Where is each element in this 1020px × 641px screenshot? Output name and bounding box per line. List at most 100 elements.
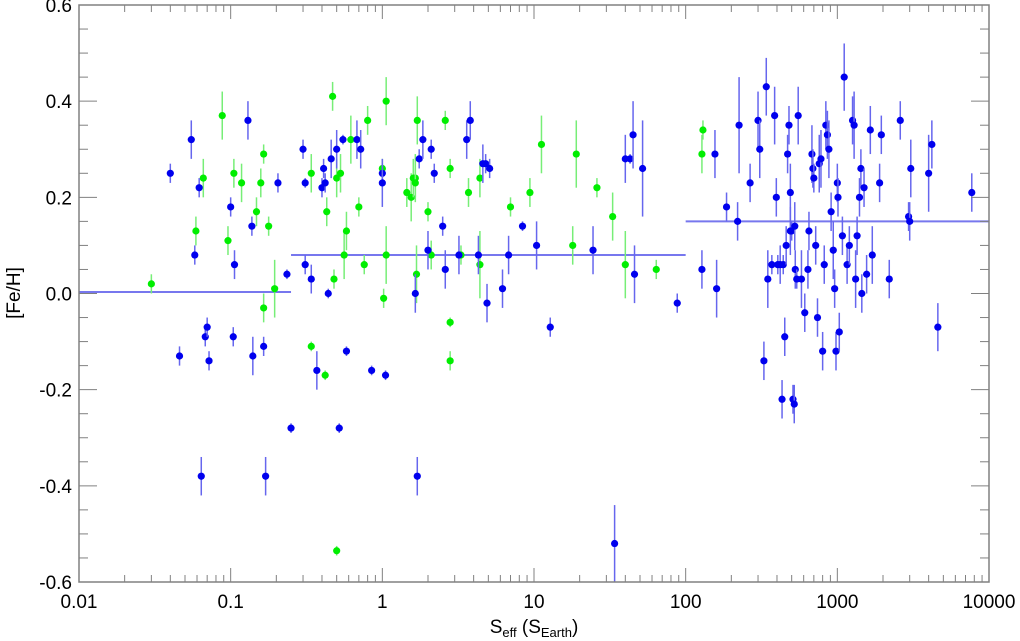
data-point bbox=[722, 203, 731, 211]
data-point bbox=[804, 265, 812, 274]
data-point bbox=[518, 222, 527, 230]
data-point bbox=[430, 169, 438, 177]
data-point bbox=[630, 270, 639, 278]
data-point bbox=[868, 251, 876, 259]
data-point bbox=[411, 179, 419, 187]
data-point bbox=[333, 174, 341, 182]
data-point bbox=[199, 174, 207, 182]
data-point bbox=[380, 294, 388, 302]
data-point bbox=[698, 265, 706, 274]
data-point bbox=[413, 116, 421, 124]
data-point bbox=[197, 472, 205, 480]
y-tick-label: 0.6 bbox=[46, 0, 72, 17]
data-point bbox=[260, 342, 268, 350]
data-point bbox=[801, 309, 809, 317]
data-point bbox=[711, 150, 719, 158]
data-point bbox=[853, 232, 861, 240]
data-point bbox=[764, 275, 772, 283]
data-point bbox=[756, 145, 764, 153]
data-point bbox=[820, 261, 828, 269]
x-tick-label: 0.01 bbox=[61, 592, 98, 613]
x-tick-label: 100 bbox=[670, 592, 702, 613]
data-point bbox=[638, 164, 647, 173]
data-point bbox=[838, 232, 847, 240]
data-point bbox=[652, 265, 660, 274]
data-point bbox=[320, 164, 328, 173]
data-point bbox=[195, 184, 203, 192]
data-point bbox=[476, 174, 484, 182]
data-point bbox=[424, 208, 432, 216]
data-point bbox=[378, 179, 386, 187]
data-point bbox=[866, 126, 874, 134]
data-point bbox=[412, 270, 421, 278]
data-point bbox=[781, 333, 789, 341]
data-point bbox=[809, 164, 817, 173]
data-point bbox=[810, 174, 818, 182]
data-point bbox=[526, 188, 534, 197]
x-axis-tick-labels: 0.01 0.1 1 10 100 1000 10000 bbox=[61, 592, 1016, 613]
data-point bbox=[342, 347, 351, 355]
data-point bbox=[381, 371, 390, 379]
data-point bbox=[835, 328, 843, 336]
data-point bbox=[360, 261, 368, 269]
data-point bbox=[336, 169, 345, 177]
y-axis-tick-labels: -0.6 -0.4 -0.2 0.0 0.2 0.4 0.6 bbox=[39, 0, 72, 594]
data-point bbox=[784, 150, 792, 158]
data-point bbox=[483, 299, 491, 307]
data-point bbox=[626, 155, 634, 163]
data-point bbox=[474, 251, 483, 259]
x-tick-label: 10 bbox=[523, 592, 544, 613]
data-point bbox=[347, 136, 355, 144]
data-point bbox=[790, 400, 798, 408]
data-point bbox=[439, 222, 447, 230]
data-point bbox=[441, 116, 449, 124]
data-point bbox=[307, 275, 315, 283]
data-point bbox=[333, 145, 341, 153]
data-point bbox=[928, 140, 936, 149]
y-tick-label: -0.2 bbox=[39, 381, 72, 402]
data-point bbox=[321, 371, 329, 379]
data-point bbox=[791, 222, 799, 230]
data-point bbox=[734, 217, 742, 225]
data-point bbox=[812, 241, 820, 250]
data-point bbox=[355, 203, 363, 211]
data-point bbox=[237, 179, 246, 187]
data-point bbox=[735, 121, 743, 129]
data-point bbox=[446, 357, 454, 365]
data-point bbox=[834, 193, 842, 201]
data-point bbox=[819, 347, 827, 355]
data-point bbox=[339, 136, 347, 144]
data-point bbox=[778, 395, 786, 403]
data-point bbox=[699, 126, 707, 134]
data-point bbox=[845, 241, 853, 250]
data-point bbox=[779, 261, 787, 269]
data-point bbox=[230, 169, 238, 177]
data-point bbox=[335, 424, 343, 432]
data-point bbox=[794, 111, 802, 120]
data-point bbox=[831, 285, 839, 293]
mean-metallicity-lines bbox=[79, 220, 989, 294]
y-tick-label: -0.4 bbox=[39, 477, 72, 498]
data-point bbox=[415, 155, 423, 163]
data-point bbox=[546, 323, 554, 331]
x-tick-label: 0.1 bbox=[217, 592, 243, 613]
data-point bbox=[230, 261, 239, 269]
data-point bbox=[301, 179, 309, 187]
data-point bbox=[203, 323, 211, 331]
data-point bbox=[244, 116, 252, 124]
data-point bbox=[424, 246, 432, 254]
data-point bbox=[411, 289, 419, 298]
data-point bbox=[329, 92, 337, 100]
data-point bbox=[441, 265, 449, 274]
data-point bbox=[486, 164, 494, 173]
data-point bbox=[876, 179, 884, 187]
data-point bbox=[327, 155, 335, 163]
data-point bbox=[782, 241, 790, 250]
data-point bbox=[147, 280, 155, 288]
data-point bbox=[307, 169, 315, 177]
data-point bbox=[301, 261, 309, 269]
data-point bbox=[271, 285, 279, 293]
data-point bbox=[466, 116, 474, 124]
data-point bbox=[368, 366, 376, 375]
data-point bbox=[330, 275, 338, 283]
